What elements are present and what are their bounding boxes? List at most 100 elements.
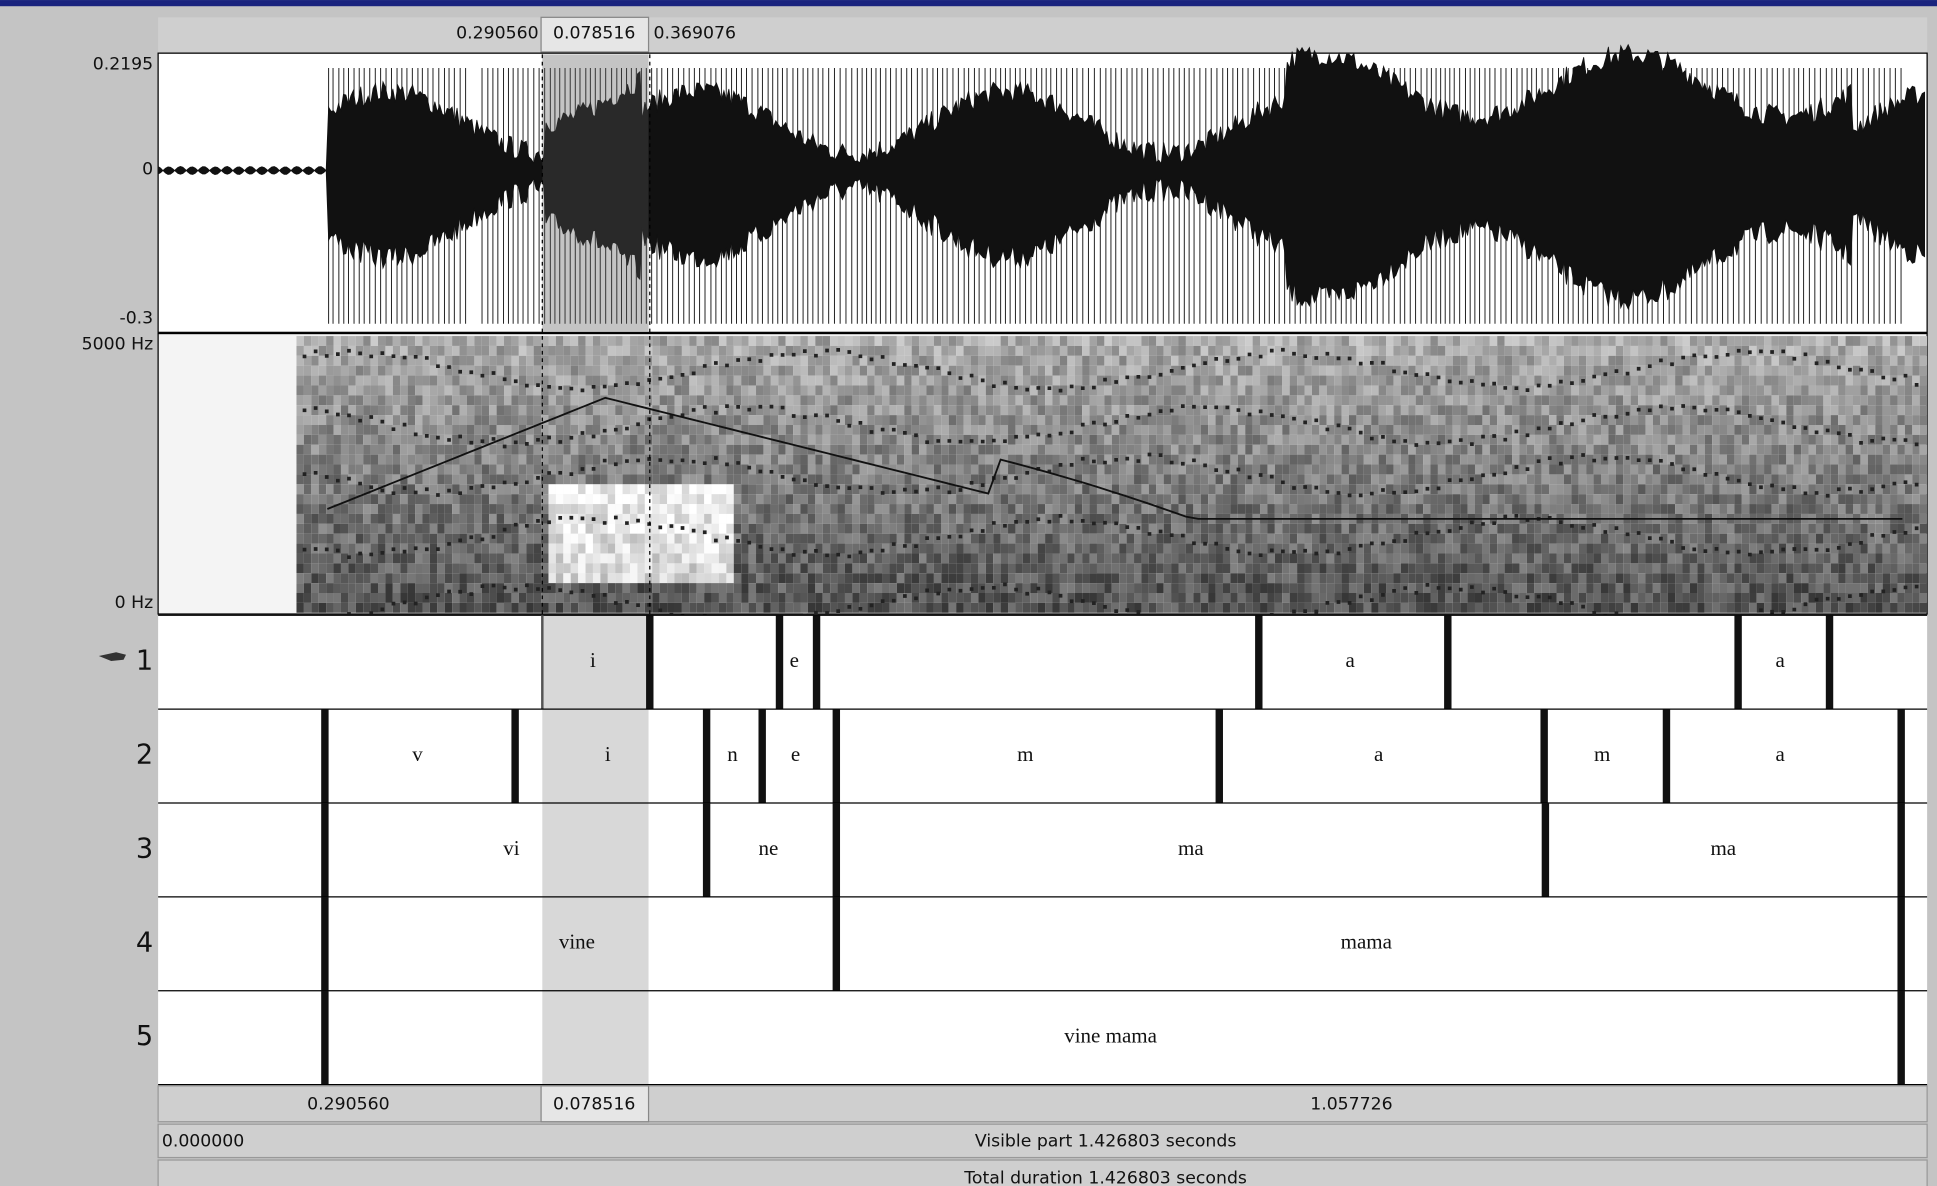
spectrogram-cell bbox=[334, 514, 341, 524]
spectrogram-cell bbox=[793, 465, 800, 475]
spectrogram-cell bbox=[623, 474, 630, 484]
spectrogram-cell bbox=[1275, 563, 1282, 573]
spectrogram-cell bbox=[949, 494, 956, 504]
spectrogram-cell bbox=[1067, 494, 1074, 504]
spectrogram-cell bbox=[771, 356, 778, 366]
spectrogram-cell bbox=[726, 484, 733, 494]
spectrogram-cell bbox=[926, 405, 933, 415]
spectrogram-cell bbox=[993, 553, 1000, 563]
spectrogram-cell bbox=[897, 455, 904, 465]
spectrogram-cell bbox=[1023, 563, 1030, 573]
spectrogram-cell bbox=[400, 573, 407, 583]
spectrogram-cell bbox=[1364, 553, 1371, 563]
spectrogram-cell bbox=[964, 425, 971, 435]
spectrogram-cell bbox=[348, 445, 355, 455]
spectrogram-cell bbox=[1015, 425, 1022, 435]
spectrogram-cell bbox=[1416, 415, 1423, 425]
spectrogram-cell bbox=[1327, 455, 1334, 465]
spectrogram-cell bbox=[889, 455, 896, 465]
spectrogram-cell bbox=[437, 553, 444, 563]
spectrogram-cell bbox=[356, 455, 363, 465]
spectrogram-cell bbox=[1290, 395, 1297, 405]
spectrogram-cell bbox=[556, 563, 563, 573]
spectrogram-cell bbox=[363, 465, 370, 475]
spectrogram-cell bbox=[1238, 494, 1245, 504]
spectrogram-cell bbox=[556, 553, 563, 563]
spectrogram-cell bbox=[334, 455, 341, 465]
spectrogram-cell bbox=[393, 573, 400, 583]
spectrogram-cell bbox=[949, 563, 956, 573]
spectrogram-cell bbox=[1423, 356, 1430, 366]
spectrogram-cell bbox=[800, 534, 807, 544]
spectrogram-cell bbox=[1097, 534, 1104, 544]
spectrogram-cell bbox=[1579, 504, 1586, 514]
spectrogram-cell bbox=[786, 455, 793, 465]
spectrogram-cell bbox=[682, 376, 689, 386]
spectrogram-cell bbox=[1431, 553, 1438, 563]
spectrogram-cell bbox=[1408, 544, 1415, 554]
spectrogram-cell bbox=[1356, 346, 1363, 356]
spectrogram-cell bbox=[1305, 366, 1312, 376]
spectrogram-cell bbox=[830, 593, 837, 603]
spectrogram-cell bbox=[867, 494, 874, 504]
spectrogram-cell bbox=[1001, 553, 1008, 563]
spectrogram-cell bbox=[430, 474, 437, 484]
spectrogram-cell bbox=[526, 445, 533, 455]
spectrogram-cell bbox=[1445, 366, 1452, 376]
spectrogram-cell bbox=[1549, 484, 1556, 494]
spectrogram-cell bbox=[1134, 405, 1141, 415]
spectrogram-cell bbox=[1416, 544, 1423, 554]
spectrogram-cell bbox=[460, 524, 467, 534]
spectrogram-cell bbox=[1038, 534, 1045, 544]
spectrogram-cell bbox=[712, 385, 719, 395]
spectrogram-cell bbox=[578, 435, 585, 445]
spectrogram-cell bbox=[897, 405, 904, 415]
spectrogram-cell bbox=[467, 346, 474, 356]
spectrogram-cell bbox=[637, 385, 644, 395]
spectrogram-cell bbox=[882, 455, 889, 465]
spectrogram-cell bbox=[912, 376, 919, 386]
spectrogram-cell bbox=[400, 504, 407, 514]
spectrogram-cell bbox=[1393, 544, 1400, 554]
spectrogram-cell bbox=[793, 484, 800, 494]
spectrogram-cell bbox=[489, 474, 496, 484]
spectrogram-cell bbox=[645, 356, 652, 366]
spectrogram-cell bbox=[1371, 445, 1378, 455]
spectrogram-cell bbox=[430, 603, 437, 613]
spectrogram-cell bbox=[356, 583, 363, 593]
spectrogram-cell bbox=[763, 385, 770, 395]
spectrogram-cell bbox=[1290, 405, 1297, 415]
spectrogram-cell bbox=[1349, 534, 1356, 544]
spectrogram-cell bbox=[1134, 395, 1141, 405]
spectrogram-cell bbox=[763, 583, 770, 593]
spectrogram-cell bbox=[1334, 435, 1341, 445]
spectrogram-cell bbox=[437, 336, 444, 346]
spectrogram-cell bbox=[1445, 425, 1452, 435]
spectrogram-cell bbox=[296, 455, 303, 465]
spectrogram-cell bbox=[556, 425, 563, 435]
spectrogram-cell bbox=[1608, 435, 1615, 445]
spectrogram-cell bbox=[1438, 563, 1445, 573]
spectrogram-cell bbox=[1460, 544, 1467, 554]
spectrogram-cell bbox=[1497, 425, 1504, 435]
spectrogram-cell bbox=[1141, 395, 1148, 405]
spectrogram-cell bbox=[437, 563, 444, 573]
spectrogram-cell bbox=[1260, 494, 1267, 504]
spectrogram-cell bbox=[674, 603, 681, 613]
spectrogram-cell bbox=[534, 494, 541, 504]
spectrogram-cell bbox=[689, 514, 696, 524]
selection-start: 0.290560 bbox=[456, 23, 538, 43]
spectrogram-cell bbox=[741, 366, 748, 376]
spectrogram-cell bbox=[408, 514, 415, 524]
spectrogram-cell bbox=[445, 385, 452, 395]
spectrogram-cell bbox=[934, 385, 941, 395]
spectrogram-cell bbox=[1460, 366, 1467, 376]
spectrogram-cell bbox=[882, 573, 889, 583]
spectrogram-cell bbox=[630, 435, 637, 445]
spectrogram-cell bbox=[875, 603, 882, 613]
spectrogram-cell bbox=[1475, 455, 1482, 465]
spectrogram-cell bbox=[497, 553, 504, 563]
spectrogram-cell bbox=[1112, 385, 1119, 395]
spectrogram-cell bbox=[1297, 494, 1304, 504]
spectrogram-cell bbox=[1364, 494, 1371, 504]
